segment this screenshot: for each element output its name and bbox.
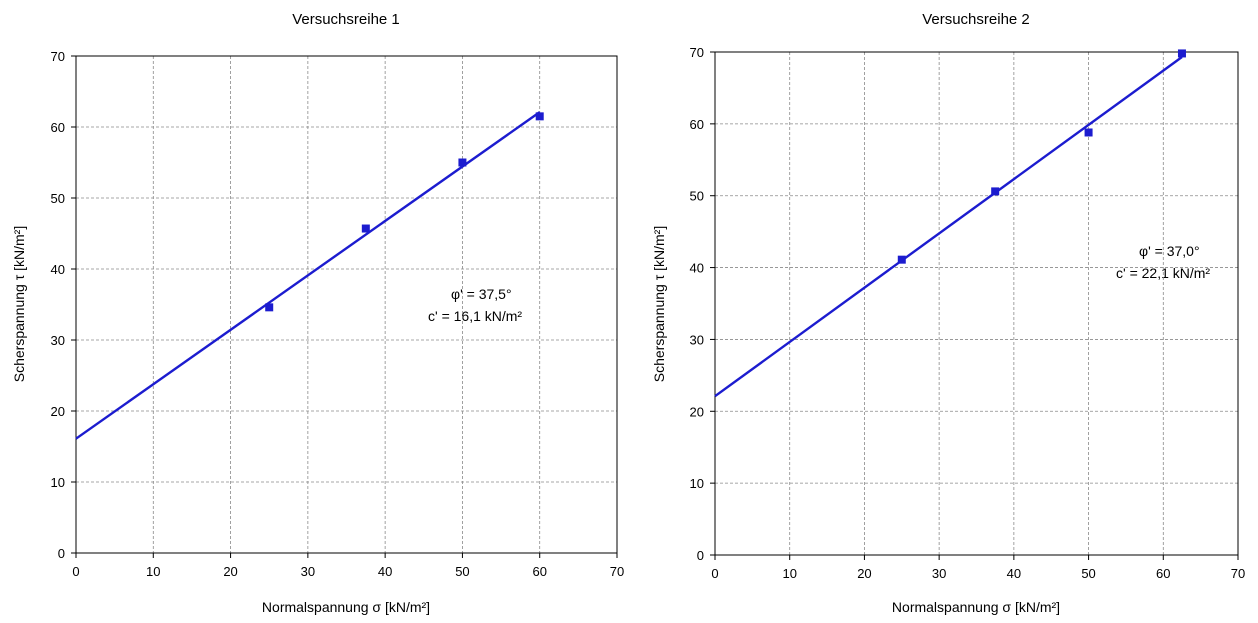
x-tick-label: 0	[72, 564, 79, 579]
y-tick-label: 0	[58, 546, 65, 561]
x-tick-label: 70	[610, 564, 624, 579]
x-tick-label: 10	[782, 566, 796, 581]
y-tick-label: 60	[690, 117, 704, 132]
y-tick-label: 10	[51, 475, 65, 490]
x-tick-label: 30	[932, 566, 946, 581]
fit-line	[714, 56, 1183, 398]
x-axis-label: Normalspannung σ [kN/m²]	[892, 599, 1060, 615]
x-tick-label: 0	[711, 566, 718, 581]
data-point	[535, 112, 544, 121]
y-tick-label: 50	[51, 191, 65, 206]
y-tick-label: 20	[690, 404, 704, 419]
y-tick-label: 40	[690, 261, 704, 276]
data-point	[361, 224, 370, 233]
data-point	[1084, 128, 1093, 137]
data-point	[265, 303, 274, 312]
y-tick-label: 60	[51, 120, 65, 135]
plot-frame	[714, 51, 1239, 556]
x-tick-label: 50	[455, 564, 469, 579]
chart-title: Versuchsreihe 1	[292, 11, 400, 28]
x-tick-label: 20	[223, 564, 237, 579]
x-tick-label: 40	[1007, 566, 1021, 581]
y-tick-label: 70	[690, 45, 704, 60]
x-tick-label: 30	[301, 564, 315, 579]
y-tick-label: 0	[697, 548, 704, 563]
annotation-phi: φ' = 37,5°	[451, 286, 512, 302]
y-axis-label: Scherspannung τ [kN/m²]	[11, 226, 27, 383]
y-tick-label: 10	[690, 476, 704, 491]
fit-line	[75, 111, 541, 440]
chart-versuchsreihe-2: Versuchsreihe 2 Normalspannung σ [kN/m²]…	[651, 11, 1245, 615]
y-tick-label: 30	[690, 332, 704, 347]
data-point	[897, 255, 906, 264]
y-tick-label: 40	[51, 262, 65, 277]
chart-title: Versuchsreihe 2	[922, 11, 1030, 28]
data-point	[991, 187, 1000, 196]
x-tick-label: 60	[1156, 566, 1170, 581]
y-tick-label: 50	[690, 189, 704, 204]
x-tick-label: 40	[378, 564, 392, 579]
y-axis-label: Scherspannung τ [kN/m²]	[651, 226, 667, 383]
y-tick-label: 30	[51, 333, 65, 348]
x-tick-label: 70	[1231, 566, 1245, 581]
x-tick-label: 10	[146, 564, 160, 579]
annotation-phi: φ' = 37,0°	[1139, 243, 1200, 259]
chart-versuchsreihe-1: Versuchsreihe 1 Normalspannung σ [kN/m²]…	[11, 11, 624, 615]
x-tick-label: 20	[857, 566, 871, 581]
annotation-c: c' = 16,1 kN/m²	[428, 308, 522, 324]
y-tick-label: 70	[51, 49, 65, 64]
data-point	[1177, 49, 1186, 58]
y-tick-label: 20	[51, 404, 65, 419]
x-tick-label: 50	[1081, 566, 1095, 581]
x-tick-label: 60	[532, 564, 546, 579]
plot-frame	[75, 55, 618, 554]
x-axis-label: Normalspannung σ [kN/m²]	[262, 599, 430, 615]
data-point	[458, 158, 467, 167]
